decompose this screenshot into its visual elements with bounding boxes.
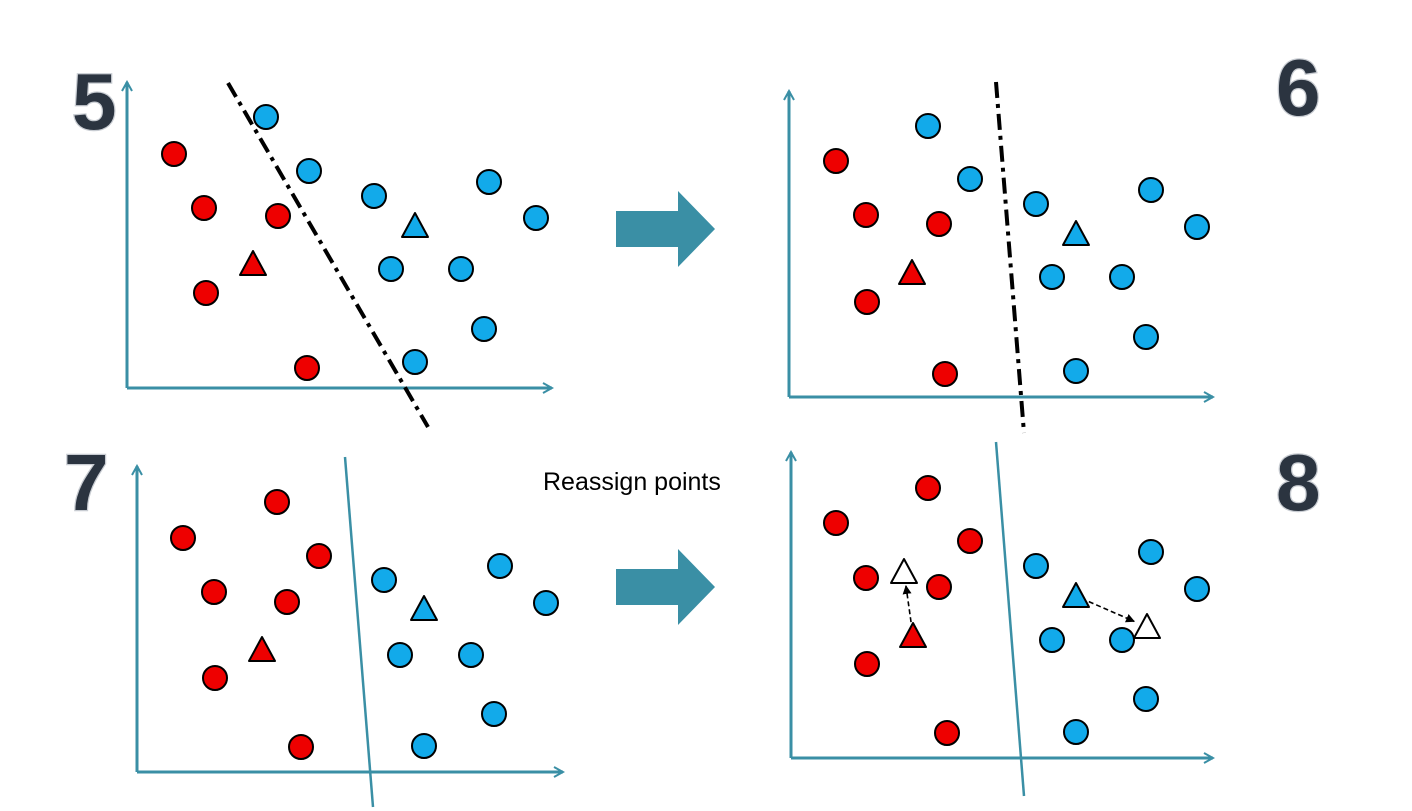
panel-8-blue-point — [1063, 719, 1089, 745]
panel-8-red-point — [823, 510, 849, 536]
panel-8-blue-point — [1023, 553, 1049, 579]
panel-6-red-point — [926, 211, 952, 237]
panel-7-red-point — [306, 543, 332, 569]
panel-8-blue-point — [1138, 539, 1164, 565]
panel-8-red-centroid-move-arrow — [902, 584, 912, 623]
panel-7-boundary-line — [343, 456, 375, 808]
panel-6-blue-point — [1138, 177, 1164, 203]
panel-7-red-point — [264, 489, 290, 515]
panel-5-blue-point — [523, 205, 549, 231]
panel-6-red-point — [854, 289, 880, 315]
panel-6-red-point — [853, 202, 879, 228]
panel-8-red-point — [915, 475, 941, 501]
panel-6-blue-point — [1133, 324, 1159, 350]
panel-5-boundary-line — [226, 81, 430, 429]
panel-7-blue-point — [533, 590, 559, 616]
panel-8-blue-point — [1039, 627, 1065, 653]
panel-5-blue-point — [402, 349, 428, 375]
axes — [127, 82, 1213, 772]
panel-7-red-point — [170, 525, 196, 551]
panel-6-blue-point — [957, 166, 983, 192]
panel-8-red-point — [854, 651, 880, 677]
panel-7-blue-point — [411, 733, 437, 759]
panel-7-blue-point — [481, 701, 507, 727]
panel-8-red-point — [957, 528, 983, 554]
panel-7-blue-point — [371, 567, 397, 593]
panel-8-blue-centroid-move-arrow — [1088, 600, 1135, 623]
panel-7-blue-centroid — [410, 595, 438, 621]
panel-8-red-point — [926, 574, 952, 600]
panel-number-6: 6 — [1276, 43, 1321, 132]
panel-7-red-point — [288, 734, 314, 760]
panel-8-blue-point — [1109, 627, 1135, 653]
panel-5-red-point — [193, 280, 219, 306]
panel-number-7: 7 — [64, 438, 109, 527]
panel-8-red-point — [853, 565, 879, 591]
panel-number-5: 5 — [72, 57, 117, 146]
panel-7-red-centroid — [248, 636, 276, 662]
panel-6-blue-point — [1023, 191, 1049, 217]
panel-7-red-point — [201, 579, 227, 605]
panel-5-red-point — [161, 141, 187, 167]
panel-8-red-centroid — [899, 622, 927, 648]
panel-8-blue-point — [1133, 686, 1159, 712]
panel-5-blue-point — [471, 316, 497, 342]
panel-6-blue-point — [1039, 264, 1065, 290]
panel-7-blue-point — [387, 642, 413, 668]
centroid-moves — [902, 584, 1135, 623]
panel-5-blue-point — [476, 169, 502, 195]
panel-5-blue-point — [361, 183, 387, 209]
decision-boundaries — [226, 81, 1026, 808]
panel-7-red-point — [202, 665, 228, 691]
panel-5-red-centroid — [239, 250, 267, 276]
panel-5-red-point — [265, 203, 291, 229]
panel-6-blue-centroid — [1062, 220, 1090, 246]
panel-5-blue-point — [253, 104, 279, 130]
panel-8-boundary-line — [994, 441, 1026, 797]
panel-8-new-red-centroid — [890, 558, 918, 584]
panel-5-red-point — [294, 355, 320, 381]
panel-6-blue-point — [915, 113, 941, 139]
right-arrow-icon — [616, 549, 715, 625]
panel-6-red-point — [932, 361, 958, 387]
panel-6-blue-point — [1063, 358, 1089, 384]
panel-5-blue-centroid — [401, 212, 429, 238]
panel-8-new-blue-centroid — [1133, 613, 1161, 639]
panel-8-blue-point — [1184, 576, 1210, 602]
panel-6-red-point — [823, 148, 849, 174]
panel-6-blue-point — [1109, 264, 1135, 290]
panel-5-red-point — [191, 195, 217, 221]
panel-7-blue-point — [487, 553, 513, 579]
panel-6-red-centroid — [898, 259, 926, 285]
panel-7-red-point — [274, 589, 300, 615]
panel-8-red-point — [934, 720, 960, 746]
data-points — [161, 104, 1210, 760]
panel-5-blue-point — [296, 158, 322, 184]
panel-number-8: 8 — [1276, 438, 1321, 527]
panel-8-blue-centroid — [1062, 582, 1090, 608]
panel-5-blue-point — [378, 256, 404, 282]
right-arrow-icon — [616, 191, 715, 267]
panel-5-blue-point — [448, 256, 474, 282]
reassign-points-caption: Reassign points — [543, 468, 721, 496]
panel-7-blue-point — [458, 642, 484, 668]
panel-6-blue-point — [1184, 214, 1210, 240]
panel-6-boundary-line — [994, 81, 1026, 434]
